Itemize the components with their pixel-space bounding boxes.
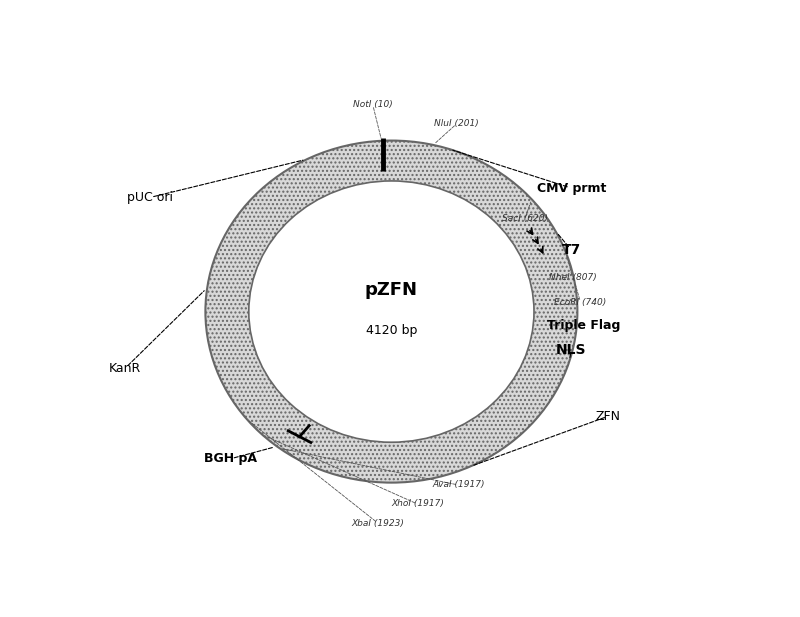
- Text: SacI (620): SacI (620): [502, 215, 548, 223]
- Text: AvaI (1917): AvaI (1917): [432, 481, 485, 489]
- Text: pUC ori: pUC ori: [126, 191, 173, 204]
- Text: ZFN: ZFN: [596, 410, 621, 423]
- Text: CMV prmt: CMV prmt: [537, 181, 606, 194]
- Ellipse shape: [249, 181, 534, 442]
- Text: 4120 bp: 4120 bp: [366, 324, 417, 337]
- Text: XhoI (1917): XhoI (1917): [391, 500, 444, 508]
- Text: NLS: NLS: [556, 342, 586, 357]
- Text: T7: T7: [562, 243, 581, 257]
- Text: KanR: KanR: [109, 362, 141, 375]
- Text: NotI (10): NotI (10): [353, 101, 393, 109]
- Text: NheI (807): NheI (807): [549, 273, 596, 282]
- Text: Triple Flag: Triple Flag: [547, 320, 620, 333]
- Text: pZFN: pZFN: [365, 281, 418, 299]
- Text: BGH pA: BGH pA: [204, 452, 257, 465]
- Text: EcoRI (740): EcoRI (740): [554, 297, 606, 307]
- Ellipse shape: [206, 141, 578, 482]
- Text: XbaI (1923): XbaI (1923): [351, 518, 404, 528]
- Text: NluI (201): NluI (201): [434, 120, 479, 128]
